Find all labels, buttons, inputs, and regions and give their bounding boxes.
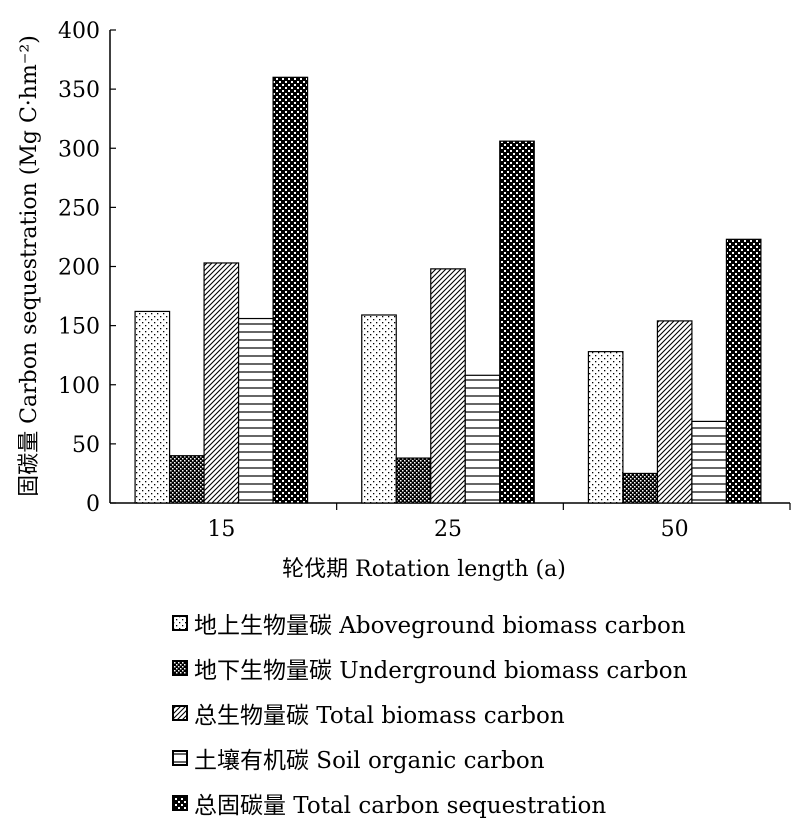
bar	[168, 455, 205, 504]
legend-swatch	[172, 704, 188, 721]
x-axis-label: 轮伐期 Rotation length (a)	[282, 557, 566, 582]
legend-label: 土壤有机碳 Soil organic carbon	[194, 747, 545, 774]
bar	[725, 238, 762, 504]
legend-item: 土壤有机碳 Soil organic carbon	[172, 735, 687, 780]
legend-label: 总固碳量 Total carbon sequestration	[194, 792, 607, 819]
legend-label: 总生物量碳 Total biomass carbon	[194, 702, 565, 729]
bar	[272, 76, 309, 504]
bar-chart: 0 50 100 150 200 250 300 350 400 15 25 50 固碳量 Carbo…	[17, 19, 791, 582]
y-tick-label: 400	[58, 19, 100, 44]
legend-swatch	[172, 749, 188, 766]
legend-item: 总生物量碳 Total biomass carbon	[172, 690, 687, 735]
legend-label: 地上生物量碳 Aboveground biomass carbon	[194, 612, 686, 639]
y-tick-label: 150	[58, 315, 100, 340]
x-tick-label: 25	[434, 517, 462, 542]
bar	[464, 374, 501, 504]
y-axis-label: 固碳量 Carbon sequestration (Mg C·hm⁻²)	[17, 35, 42, 497]
y-tick-label: 100	[58, 374, 100, 399]
bar	[656, 320, 693, 504]
legend-item: 地上生物量碳 Aboveground biomass carbon	[172, 600, 687, 645]
legend-swatch	[172, 794, 188, 811]
y-tick-label: 0	[86, 492, 100, 517]
x-tick-label: 50	[661, 517, 689, 542]
x-tick-label: 15	[207, 517, 235, 542]
y-tick-label: 50	[72, 433, 100, 458]
bar	[430, 268, 466, 504]
legend-swatch	[172, 659, 188, 676]
bar	[587, 351, 624, 504]
bar	[203, 262, 240, 504]
y-tick-label: 300	[58, 137, 100, 162]
legend-item: 总固碳量 Total carbon sequestration	[172, 780, 687, 825]
bar	[361, 314, 397, 504]
y-tick-label: 350	[58, 78, 100, 103]
y-tick-label: 250	[58, 196, 100, 221]
legend-swatch	[172, 614, 188, 631]
bar	[395, 457, 432, 504]
legend: 地上生物量碳 Aboveground biomass carbon 地下生物量碳 …	[172, 600, 687, 825]
bar	[499, 140, 535, 504]
legend-item: 地下生物量碳 Underground biomass carbon	[172, 645, 687, 690]
bar	[237, 317, 274, 504]
bar	[622, 472, 659, 504]
y-tick-label: 200	[58, 256, 100, 281]
bar	[691, 420, 728, 504]
legend-label: 地下生物量碳 Underground biomass carbon	[194, 657, 688, 684]
bar	[134, 310, 171, 504]
